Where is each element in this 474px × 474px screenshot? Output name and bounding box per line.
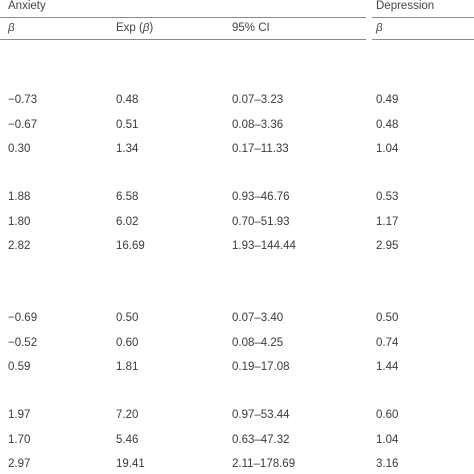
group-rule-anxiety [0,17,366,18]
column-header-beta: β [8,22,15,34]
beta-cell: 2.82 [8,240,31,252]
beta-cell: −0.73 [8,94,38,106]
depression-beta-cell: 0.48 [376,119,399,131]
beta-cell: 1.97 [8,409,31,421]
depression-beta-cell: 0.74 [376,337,399,349]
exp-cell: 16.69 [116,240,145,252]
group-rule-depression [372,17,474,18]
ci-cell: 1.93–144.44 [232,240,296,252]
depression-beta-cell: 1.04 [376,143,399,155]
exp-cell: 19.41 [116,458,145,470]
exp-cell: 0.60 [116,337,139,349]
depression-beta-cell: 1.44 [376,361,399,373]
table-row: 1.70 5.46 0.63–47.32 1.04 [0,434,474,450]
exp-cell: 6.02 [116,216,139,228]
ci-cell: 0.17–11.33 [232,143,289,155]
table-row: −0.73 0.48 0.07–3.23 0.49 [0,94,474,110]
ci-cell: 0.63–47.32 [232,434,290,446]
beta-cell: −0.67 [8,119,38,131]
ci-cell: 0.07–3.23 [232,94,284,106]
ci-cell: 0.93–46.76 [232,191,290,203]
exp-cell: 7.20 [116,409,139,421]
exp-cell: 5.46 [116,434,139,446]
beta-cell: 1.70 [8,434,31,446]
exp-cell: 1.81 [116,361,139,373]
depression-beta-cell: 0.49 [376,94,399,106]
ci-cell: 0.19–17.08 [232,361,290,373]
beta-cell: 0.30 [8,143,31,155]
column-header-depression-beta: β [376,22,383,34]
exp-cell: 6.58 [116,191,139,203]
column-rule-anxiety [0,39,366,40]
depression-beta-cell: 1.17 [376,216,399,228]
column-header-exp-beta: Exp (β) [116,22,153,34]
table-row: 1.88 6.58 0.93–46.76 0.53 [0,191,474,207]
group-header-depression: Depression [376,0,435,12]
exp-cell: 1.34 [116,143,139,155]
table-row: 2.97 19.41 2.11–178.69 3.16 [0,458,474,474]
beta-cell: 0.59 [8,361,31,373]
table-row: 2.82 16.69 1.93–144.44 2.95 [0,240,474,256]
ci-cell: 0.07–3.40 [232,312,284,324]
exp-cell: 0.51 [116,119,139,131]
exp-prefix: Exp ( [116,22,143,34]
ci-cell: 0.97–53.44 [232,409,290,421]
exp-cell: 0.50 [116,312,139,324]
exp-suffix: ) [149,22,154,34]
depression-beta-cell: 2.95 [376,240,399,252]
ci-cell: 0.08–3.36 [232,119,284,131]
column-header-ci: 95% CI [232,22,270,34]
beta-cell: 1.88 [8,191,31,203]
table-row: 0.59 1.81 0.19–17.08 1.44 [0,361,474,377]
column-rule-depression [372,39,474,40]
depression-beta-cell: 0.53 [376,191,399,203]
beta-cell: 1.80 [8,216,31,228]
group-header-anxiety: Anxiety [8,0,46,12]
depression-beta-cell: 3.16 [376,458,399,470]
depression-beta-cell: 1.04 [376,434,399,446]
beta-cell: −0.69 [8,312,38,324]
table-row: −0.52 0.60 0.08–4.25 0.74 [0,337,474,353]
table-row: 0.30 1.34 0.17–11.33 1.04 [0,143,474,159]
table-row: 1.97 7.20 0.97–53.44 0.60 [0,409,474,425]
table-row: −0.67 0.51 0.08–3.36 0.48 [0,119,474,135]
ci-cell: 0.70–51.93 [232,216,290,228]
depression-beta-cell: 0.60 [376,409,399,421]
exp-beta-symbol: β [142,22,150,34]
table-row: −0.69 0.50 0.07–3.40 0.50 [0,312,474,328]
depression-beta-cell: 0.50 [376,312,399,324]
ci-cell: 2.11–178.69 [232,458,296,470]
beta-cell: 2.97 [8,458,31,470]
exp-cell: 0.48 [116,94,139,106]
table-row: 1.80 6.02 0.70–51.93 1.17 [0,216,474,232]
ci-cell: 0.08–4.25 [232,337,284,349]
beta-cell: −0.52 [8,337,38,349]
